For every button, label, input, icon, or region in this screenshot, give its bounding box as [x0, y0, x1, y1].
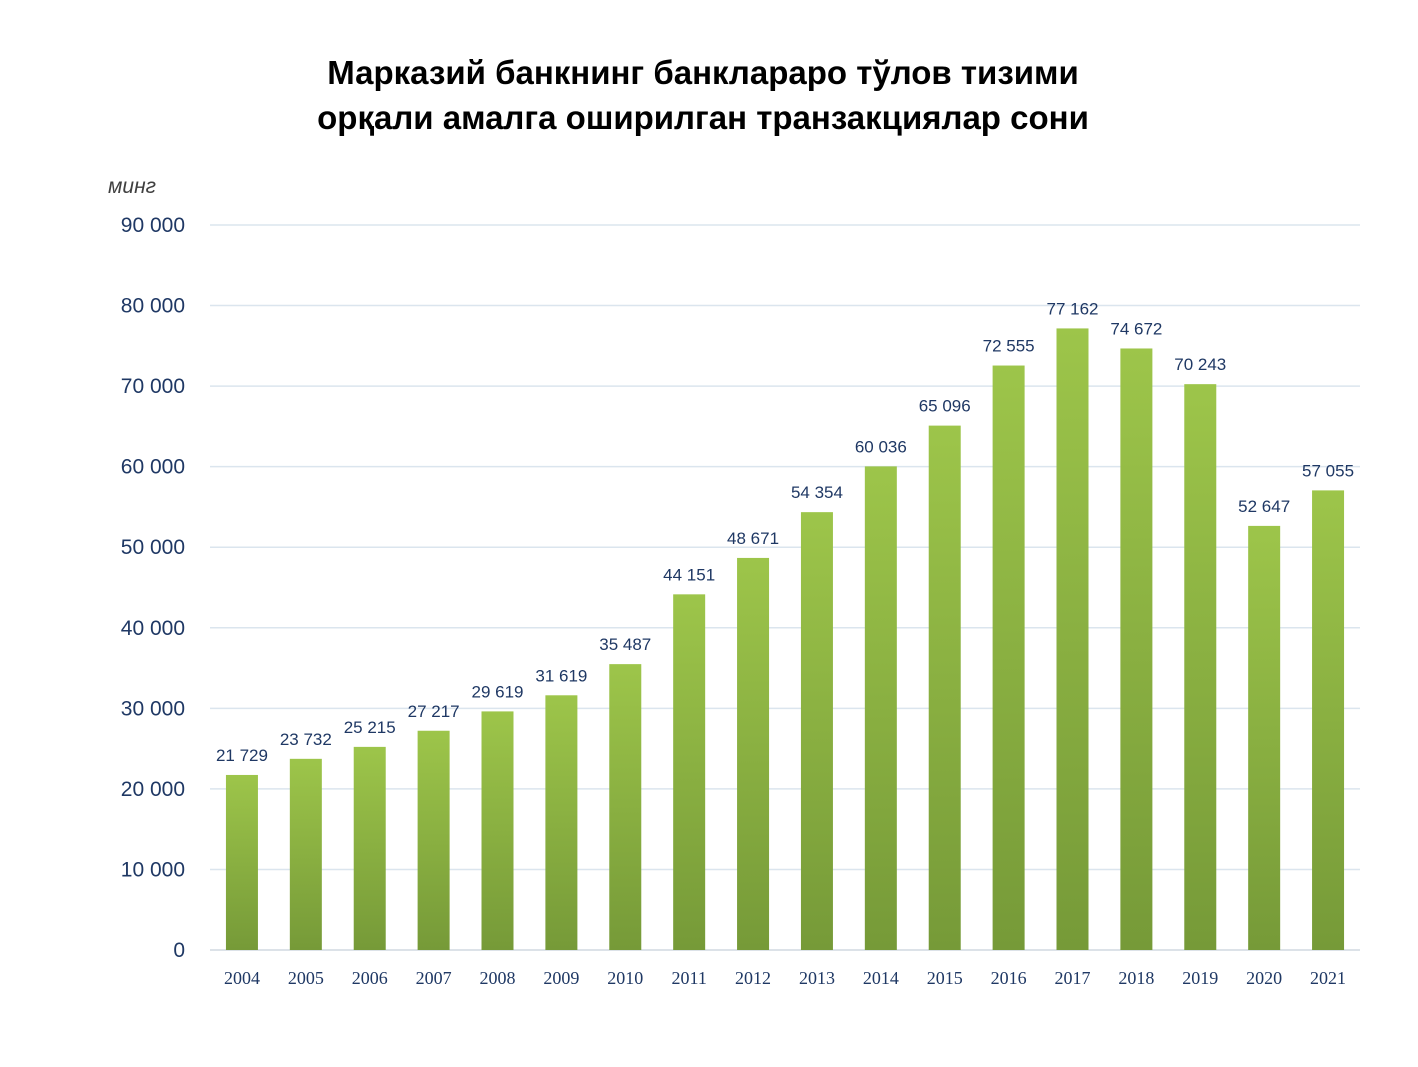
data-label: 74 672 — [1110, 319, 1162, 338]
x-tick-label: 2019 — [1182, 968, 1218, 988]
y-tick-label: 10 000 — [121, 858, 185, 881]
chart-title-line-1: Марказий банкнинг банклараро тўлов тизим… — [327, 54, 1078, 91]
data-label: 25 215 — [344, 718, 396, 737]
y-axis: 0 10 000 20 000 30 000 40 000 50 000 60 000 70 … — [121, 214, 185, 962]
data-label: 35 487 — [599, 635, 651, 654]
x-tick-label: 2017 — [1055, 968, 1091, 988]
y-tick-label: 50 000 — [121, 536, 185, 559]
bar — [737, 557, 770, 950]
x-axis: 2004 2005 2006 2007 2008 2009 2010 2011 2012 2013… — [224, 968, 1346, 988]
data-label: 48 671 — [727, 529, 779, 548]
x-tick-label: 2007 — [416, 968, 452, 988]
bar — [609, 664, 642, 950]
bar — [353, 746, 386, 950]
bar — [545, 695, 578, 950]
y-tick-label: 90 000 — [121, 214, 185, 237]
y-tick-label: 30 000 — [121, 697, 185, 720]
bar — [928, 425, 961, 950]
x-tick-label: 2005 — [288, 968, 324, 988]
y-tick-label: 70 000 — [121, 375, 185, 398]
y-tick-label: 40 000 — [121, 617, 185, 640]
x-tick-label: 2011 — [671, 968, 706, 988]
x-tick-label: 2012 — [735, 968, 771, 988]
data-label: 77 162 — [1047, 299, 1099, 318]
y-tick-label: 60 000 — [121, 456, 185, 479]
data-label: 29 619 — [472, 682, 524, 701]
x-tick-label: 2013 — [799, 968, 835, 988]
bar — [225, 774, 258, 950]
data-labels: 21 729 23 732 25 215 27 217 29 619 31 619 35 4… — [216, 299, 1354, 765]
bar — [673, 594, 706, 950]
bar — [1312, 490, 1345, 950]
data-label: 54 354 — [791, 483, 843, 502]
x-tick-label: 2021 — [1310, 968, 1346, 988]
x-tick-label: 2015 — [927, 968, 963, 988]
chart-title-line-2: орқали амалга оширилган транзакциялар со… — [317, 99, 1089, 136]
bar — [992, 365, 1025, 950]
data-label: 57 055 — [1302, 461, 1354, 480]
x-tick-label: 2010 — [607, 968, 643, 988]
x-tick-label: 2020 — [1246, 968, 1282, 988]
gridlines — [210, 224, 1360, 951]
bar — [1248, 525, 1281, 950]
data-label: 21 729 — [216, 746, 268, 765]
y-tick-label: 80 000 — [121, 295, 185, 318]
x-tick-label: 2004 — [224, 968, 260, 988]
data-label: 70 243 — [1174, 355, 1226, 374]
data-label: 52 647 — [1238, 497, 1290, 516]
bar — [481, 711, 514, 950]
bars — [225, 328, 1345, 950]
data-label: 23 732 — [280, 730, 332, 749]
x-tick-label: 2006 — [352, 968, 388, 988]
bar — [417, 730, 450, 950]
unit-label: минг — [108, 175, 156, 198]
y-tick-label: 0 — [173, 939, 185, 962]
bar — [1184, 384, 1217, 950]
x-tick-label: 2008 — [480, 968, 516, 988]
data-label: 60 036 — [855, 437, 907, 456]
data-label: 31 619 — [535, 666, 587, 685]
data-label: 65 096 — [919, 397, 971, 416]
bar — [800, 512, 833, 950]
data-label: 44 151 — [663, 565, 715, 584]
data-label: 72 555 — [983, 337, 1035, 356]
y-tick-label: 20 000 — [121, 778, 185, 801]
bar — [1120, 348, 1153, 950]
x-tick-label: 2014 — [863, 968, 899, 988]
x-tick-label: 2009 — [543, 968, 579, 988]
bar — [1056, 328, 1089, 950]
bar — [289, 758, 322, 950]
x-tick-label: 2016 — [991, 968, 1027, 988]
x-tick-label: 2018 — [1118, 968, 1154, 988]
data-label: 27 217 — [408, 702, 460, 721]
bar — [864, 466, 897, 950]
